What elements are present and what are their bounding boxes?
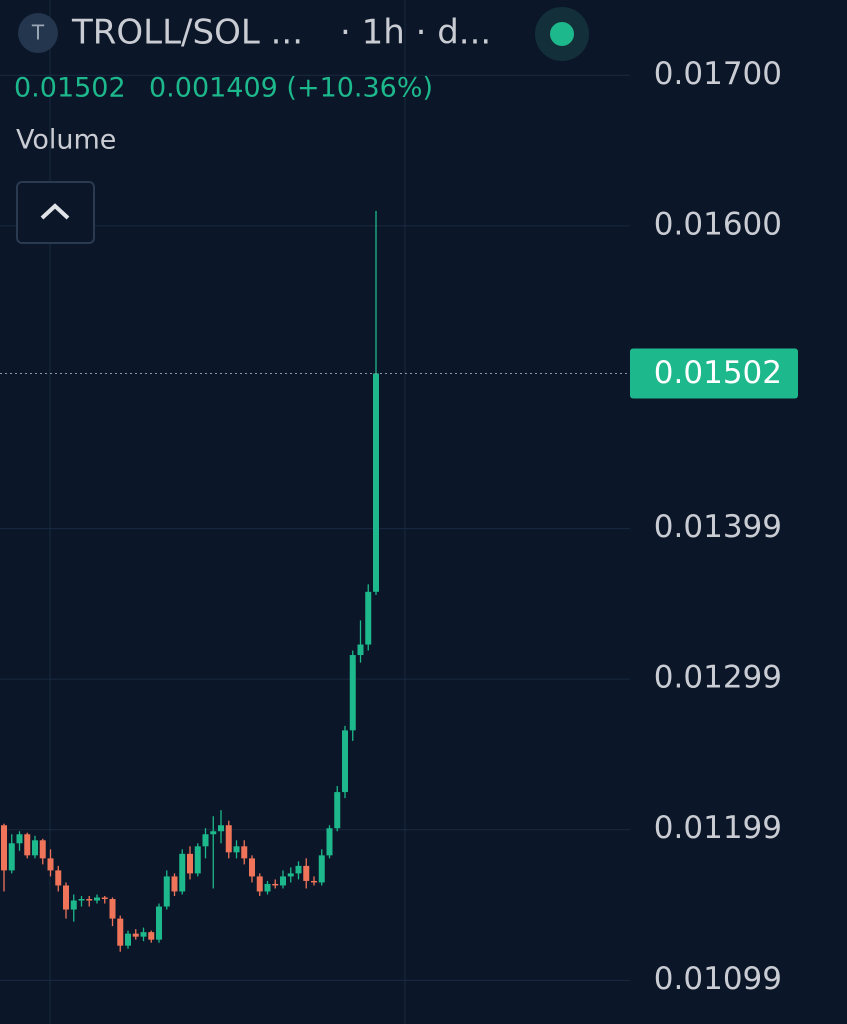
last-price-badge <box>630 348 798 399</box>
candle-body <box>94 897 100 901</box>
candle-body <box>117 918 124 946</box>
chevron-icon <box>40 203 70 220</box>
candle-body <box>32 840 38 856</box>
y-tick-label: 0.01600 <box>654 206 782 242</box>
candle-body <box>334 792 341 829</box>
y-tick-label: 0.01199 <box>654 810 782 846</box>
y-tick-label: 0.01299 <box>654 660 782 696</box>
candle-body <box>156 906 162 940</box>
candle-body <box>140 932 147 937</box>
status-dot <box>550 22 574 46</box>
candle-body <box>357 644 364 656</box>
candle-body <box>163 876 170 907</box>
candle-body <box>86 899 93 901</box>
candle-body <box>218 825 224 832</box>
candle-body <box>272 883 279 886</box>
candle-body <box>148 932 155 940</box>
candle-body <box>318 855 325 883</box>
candle-body <box>194 846 201 874</box>
collapse-button[interactable] <box>16 181 95 244</box>
candle-body <box>365 591 372 645</box>
candle-body <box>78 899 85 901</box>
candle-body <box>287 873 294 877</box>
interval[interactable]: · 1h · d... <box>340 13 491 53</box>
candle-body <box>55 870 62 886</box>
candle-body <box>70 900 77 910</box>
candle-body <box>303 865 310 881</box>
candle-body <box>187 853 193 874</box>
y-tick-label: 0.01399 <box>654 509 782 545</box>
candle-body <box>256 876 263 892</box>
token-icon <box>18 13 58 53</box>
candle-body <box>8 843 15 871</box>
header-change: 0.001409 (+10.36%) <box>149 73 433 104</box>
candle-body <box>16 834 23 844</box>
candle-body <box>342 730 348 793</box>
candle-body <box>249 858 255 877</box>
candle-body <box>210 831 217 835</box>
candle-body <box>241 846 248 859</box>
candle-body <box>179 853 186 892</box>
candle-body <box>280 876 286 886</box>
candle-body <box>39 840 46 859</box>
candle-body <box>101 897 108 900</box>
candle-body <box>132 933 139 937</box>
candle-body <box>109 899 116 919</box>
candle-body <box>295 865 302 874</box>
candle-body <box>349 655 356 731</box>
symbol[interactable]: TROLL/SOL ... <box>71 13 303 53</box>
candle-body <box>225 825 232 853</box>
last-price-label: 0.01502 <box>654 355 782 391</box>
candle-body <box>125 933 131 946</box>
indicator-name: Volume <box>16 125 116 156</box>
candle-body <box>264 883 271 892</box>
candle-body <box>233 846 240 853</box>
header-price: 0.01502 <box>14 73 126 104</box>
candle-body <box>311 880 317 883</box>
candle-body <box>326 828 333 856</box>
candle-body <box>1 825 7 871</box>
candle-body <box>373 373 379 592</box>
candle-body <box>202 834 209 847</box>
candle-body <box>171 876 178 892</box>
candle-body <box>24 834 31 856</box>
token-icon-letter: T <box>31 21 45 45</box>
y-tick-label: 0.01700 <box>654 56 782 92</box>
y-tick-label: 0.01099 <box>654 961 782 997</box>
candle-body <box>47 858 54 871</box>
candle-body <box>63 885 69 910</box>
